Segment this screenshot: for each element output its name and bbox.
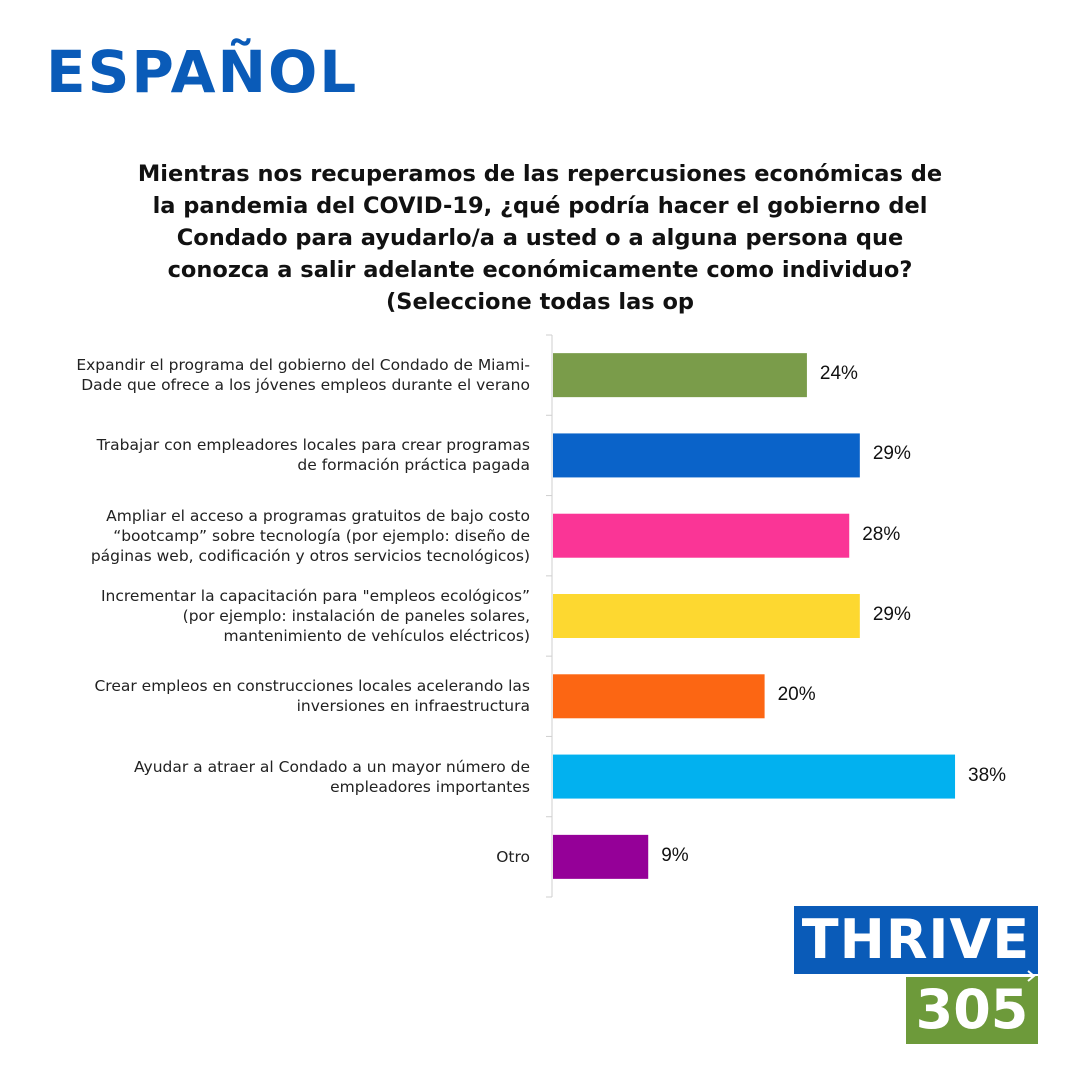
data-label: 38% bbox=[968, 764, 1007, 786]
chart-title-line: la pandemia del COVID-19, ¿qué podría ha… bbox=[152, 193, 928, 219]
bar bbox=[553, 353, 807, 398]
thrive305-logo: THRIVE 305 bbox=[794, 906, 1040, 1044]
category-label: Crear empleos en construcciones locales … bbox=[94, 677, 530, 716]
bar bbox=[553, 674, 765, 719]
arrow-icon bbox=[906, 970, 1036, 982]
bar bbox=[553, 754, 956, 799]
chart-title-line: (Seleccione todas las op bbox=[385, 289, 695, 315]
logo-line2: 305 bbox=[906, 976, 1038, 1044]
bar bbox=[553, 513, 850, 558]
data-label: 20% bbox=[777, 684, 816, 706]
bar bbox=[553, 433, 860, 478]
category-label: Expandir el programa del gobierno del Co… bbox=[76, 356, 530, 395]
data-label: 29% bbox=[872, 604, 911, 625]
bar bbox=[553, 834, 649, 879]
category-label: Ayudar a atraer al Condado a un mayor nú… bbox=[134, 757, 530, 796]
chart-title-line: conozca a salir adelante económicamente … bbox=[167, 257, 913, 283]
category-label: Trabajar con empleadores locales para cr… bbox=[96, 436, 530, 475]
data-label: 24% bbox=[819, 363, 858, 385]
data-label: 28% bbox=[862, 523, 901, 545]
category-label: Incrementar la capacitación para "empleo… bbox=[100, 587, 530, 645]
page-heading: ESPAÑOL bbox=[46, 38, 359, 106]
chart-title-line: Condado para ayudarlo/a a usted o a algu… bbox=[176, 225, 904, 251]
data-label: 9% bbox=[661, 844, 689, 866]
chart-title: Mientras nos recuperamos de las repercus… bbox=[120, 158, 960, 318]
category-label: Ampliar el acceso a programas gratuitos … bbox=[90, 506, 530, 565]
chart-title-line: Mientras nos recuperamos de las repercus… bbox=[137, 161, 943, 187]
data-label: 29% bbox=[872, 443, 911, 465]
bar bbox=[553, 594, 860, 638]
logo-line1: THRIVE bbox=[794, 906, 1038, 974]
category-label: Otro bbox=[496, 847, 530, 866]
